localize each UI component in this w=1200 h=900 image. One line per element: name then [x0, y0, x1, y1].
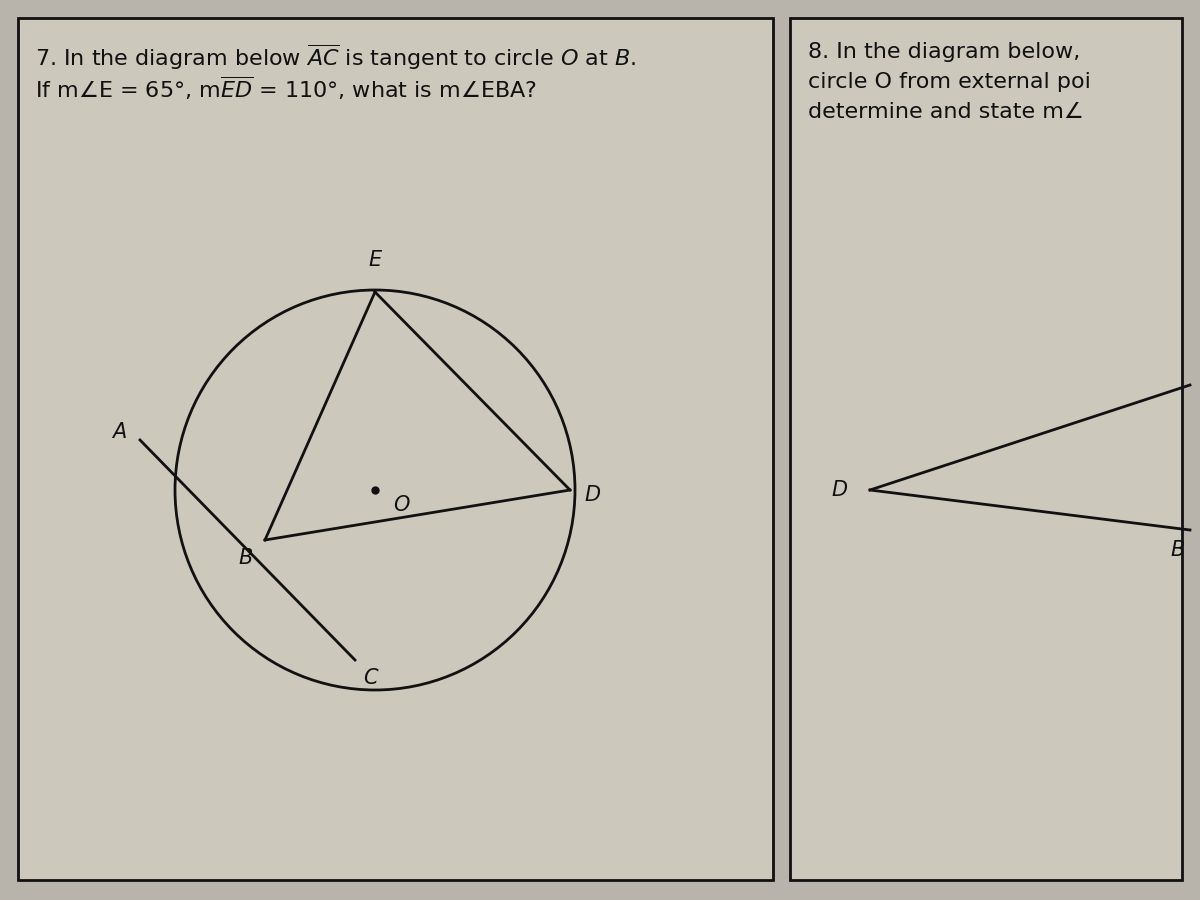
Text: circle O from external poi: circle O from external poi [808, 72, 1091, 92]
Text: B: B [1171, 540, 1186, 560]
Text: D: D [832, 480, 848, 500]
Text: B: B [239, 548, 253, 568]
Text: 8. In the diagram below,: 8. In the diagram below, [808, 42, 1080, 62]
Text: E: E [368, 250, 382, 270]
Text: A: A [112, 422, 126, 442]
Text: If m$\angle$E = 65°, m$\overline{ED}$ = 110°, what is m$\angle$EBA?: If m$\angle$E = 65°, m$\overline{ED}$ = … [35, 75, 536, 103]
Bar [790, 18, 1182, 880]
Text: determine and state m∠: determine and state m∠ [808, 102, 1084, 122]
Bar [18, 18, 773, 880]
Text: $O$: $O$ [394, 495, 410, 515]
Text: 7. In the diagram below $\overline{AC}$ is tangent to circle $O$ at $B$.: 7. In the diagram below $\overline{AC}$ … [35, 42, 636, 71]
Text: C: C [364, 668, 378, 688]
Text: D: D [584, 485, 600, 505]
